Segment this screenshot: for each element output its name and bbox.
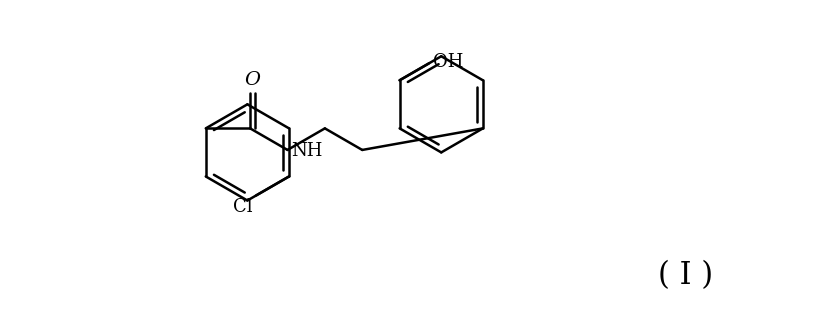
Text: NH: NH [291, 142, 323, 160]
Text: ( I ): ( I ) [658, 260, 712, 291]
Text: OH: OH [433, 53, 463, 71]
Text: Cl: Cl [234, 198, 253, 216]
Text: O: O [244, 71, 260, 89]
